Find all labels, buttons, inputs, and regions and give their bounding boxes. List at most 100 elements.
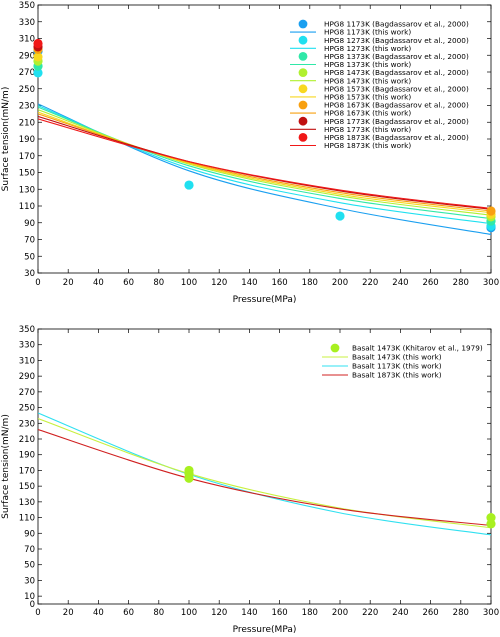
series-line [38, 118, 491, 210]
legend-label: HPG8 1673K (Bagdassarov et al., 2000) [324, 101, 469, 110]
x-tick-label: 140 [241, 278, 257, 288]
x-tick-label: 160 [271, 278, 287, 288]
legend-label: HPG8 1773K (Bagdassarov et al., 2000) [324, 117, 469, 126]
y-tick-label: 50 [24, 561, 35, 571]
y-tick-label: 230 [19, 419, 35, 429]
y-tick-label: 230 [19, 102, 35, 112]
x-tick-label: 200 [332, 608, 348, 618]
legend-label: HPG8 1173K (Bagdassarov et al., 2000) [324, 20, 469, 29]
data-point [184, 473, 194, 483]
series-line [38, 429, 491, 526]
y-tick-label: 330 [19, 18, 35, 28]
legend-label: HPG8 1873K (this work) [324, 141, 411, 150]
y-tick-label: 270 [19, 68, 35, 78]
legend-label: HPG8 1473K (Bagdassarov et al., 2000) [324, 68, 469, 77]
legend-marker [298, 52, 308, 61]
x-tick-label: 60 [123, 278, 134, 288]
legend-label: Basalt 1473K (this work) [352, 353, 442, 362]
y-axis-label: Surface tension(mN/m) [1, 87, 11, 192]
y-tick-label: 30 [24, 576, 35, 586]
y-tick-label: 330 [19, 341, 35, 351]
y-tick-label: 110 [19, 202, 35, 212]
x-axis-label: Pressure(MPa) [233, 625, 297, 635]
y-tick-label: 130 [19, 498, 35, 508]
y-tick-label: 350 [19, 325, 35, 335]
y-tick-label: 170 [19, 152, 35, 162]
legend-label: Basalt 1473K (Khitarov et al., 1979) [352, 344, 483, 353]
data-point [33, 68, 43, 78]
legend-marker [298, 116, 308, 126]
legend-marker [298, 19, 308, 29]
legend-marker [298, 35, 308, 45]
x-tick-label: 140 [241, 608, 257, 618]
y-tick-label: 250 [19, 404, 35, 414]
y-tick-label: 10 [24, 592, 35, 602]
x-tick-label: 40 [93, 278, 104, 288]
y-tick-label: 150 [19, 169, 35, 179]
x-tick-label: 160 [271, 608, 287, 618]
y-tick-label: 0 [30, 600, 35, 610]
y-tick-label: 210 [19, 435, 35, 445]
chart-basalt: 0 20 40 60 80 100 120 140 160 180 200 220 240 260 280 3… [1, 325, 499, 635]
legend-label: HPG8 1573K (this work) [324, 93, 411, 102]
series-line [38, 109, 491, 216]
x-tick-label: 180 [302, 608, 318, 618]
y-tick-label: 190 [19, 135, 35, 145]
x-tick-label: 20 [63, 278, 74, 288]
legend-marker [298, 84, 308, 94]
x-tick-label: 100 [181, 278, 197, 288]
data-point [33, 52, 43, 62]
legend-label: HPG8 1473K (this work) [324, 76, 411, 85]
x-tick-label: 240 [392, 608, 408, 618]
x-tick-label: 260 [422, 608, 438, 618]
x-tick-label: 220 [362, 608, 378, 618]
x-tick-label: 0 [35, 608, 40, 618]
chart-hpg8: 0 20 40 60 80 100 120 140 160 180 200 220 240 260 280 3… [1, 1, 499, 305]
y-tick-label: 150 [19, 482, 35, 492]
legend-label: HPG8 1773K (this work) [324, 125, 411, 134]
data-point [486, 206, 496, 216]
legend-label: HPG8 1673K (this work) [324, 109, 411, 118]
x-tick-label: 80 [153, 608, 164, 618]
x-tick-label: 120 [211, 278, 227, 288]
x-tick-label: 300 [483, 278, 499, 288]
legend-marker [298, 100, 308, 110]
y-tick-label: 190 [19, 451, 35, 461]
y-tick-label: 70 [24, 545, 35, 555]
x-tick-label: 200 [332, 278, 348, 288]
y-tick-label: 170 [19, 466, 35, 476]
legend-label: HPG8 1373K (Bagdassarov et al., 2000) [324, 52, 469, 61]
legend-label: HPG8 1873K (Bagdassarov et al., 2000) [324, 133, 469, 142]
series-line [38, 418, 491, 529]
data-point [33, 38, 43, 49]
series-line [38, 115, 491, 210]
x-tick-label: 280 [453, 608, 469, 618]
x-tick-label: 60 [123, 608, 134, 618]
data-point [486, 519, 496, 529]
x-tick-label: 260 [422, 278, 438, 288]
x-tick-label: 100 [181, 608, 197, 618]
y-tick-label: 250 [19, 85, 35, 95]
data-point [335, 211, 345, 221]
x-tick-label: 40 [93, 608, 104, 618]
plot-frame [37, 328, 492, 605]
x-tick-label: 300 [483, 608, 499, 618]
y-tick-label: 270 [19, 388, 35, 398]
y-tick-label: 70 [24, 236, 35, 246]
x-axis-label: Pressure(MPa) [233, 295, 297, 305]
y-tick-label: 90 [24, 529, 35, 539]
data-point [184, 180, 194, 190]
y-tick-label: 30 [24, 269, 35, 279]
legend-label: HPG8 1273K (this work) [324, 44, 411, 53]
legend-label: Basalt 1173K (this work) [352, 362, 442, 371]
y-tick-label: 90 [24, 219, 35, 229]
legend-label: Basalt 1873K (this work) [352, 371, 442, 380]
x-tick-label: 80 [153, 278, 164, 288]
x-tick-label: 120 [211, 608, 227, 618]
legend-label: HPG8 1573K (Bagdassarov et al., 2000) [324, 84, 469, 93]
x-tick-label: 0 [35, 278, 40, 288]
y-tick-label: 50 [24, 252, 35, 262]
y-tick-label: 310 [19, 35, 35, 45]
legend-label: HPG8 1373K (this work) [324, 60, 411, 69]
